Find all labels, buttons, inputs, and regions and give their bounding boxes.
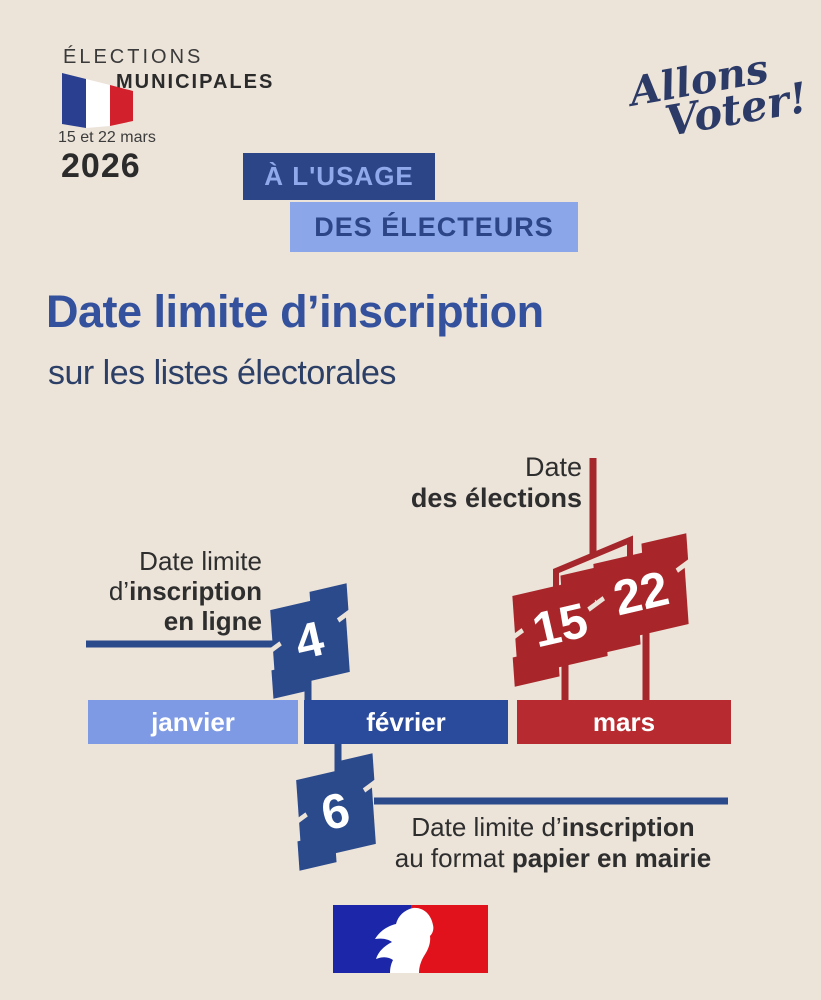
marianne-logo-svg: [333, 905, 488, 973]
kicker-municipales: MUNICIPALES: [116, 71, 275, 93]
label-line: d’inscription: [109, 576, 262, 606]
label-bold: papier en mairie: [511, 843, 712, 873]
label-line: au format papier en mairie: [378, 843, 728, 874]
month-bar-janvier: janvier: [88, 700, 298, 744]
label-bold: inscription: [129, 576, 262, 606]
timeline-month-bar: janvier février mars: [88, 700, 731, 744]
french-flag-svg: [62, 73, 133, 128]
marker-day-number: 6: [316, 782, 356, 841]
label-election-dates: Date des élections: [411, 452, 582, 514]
label-line: Date: [524, 452, 582, 482]
marianne-government-logo: [333, 905, 488, 978]
label-line: Date limite: [139, 546, 262, 576]
kicker-elections: ÉLECTIONS: [63, 46, 204, 68]
marker-january-4: 4: [264, 593, 355, 689]
french-flag-icon: [62, 71, 134, 134]
election-dates-text: 15 et 22 mars: [58, 129, 156, 146]
page-subtitle: sur les listes électorales: [48, 354, 396, 392]
label-bold: inscription: [561, 812, 695, 842]
election-year: 2026: [61, 147, 141, 185]
label-online-deadline: Date limite d’inscription en ligne: [109, 546, 262, 636]
label-line: en ligne: [163, 606, 262, 636]
marker-day-number: 15: [527, 593, 593, 658]
marker-day-number: 22: [608, 561, 674, 626]
label-line: des élections: [410, 483, 582, 513]
page-title: Date limite d’inscription: [46, 286, 544, 337]
connector-elections-bracket: [553, 535, 633, 592]
usage-box-bottom: DES ÉLECTEURS: [290, 202, 578, 252]
marker-day-number: 4: [290, 611, 330, 670]
label-paper-deadline: Date limite d’inscription au format papi…: [378, 812, 728, 874]
marker-february-6: 6: [290, 763, 381, 861]
month-bar-fevrier: février: [304, 700, 508, 744]
label-light: Date limite d’: [411, 812, 562, 842]
usage-box-top: À L'USAGE: [243, 153, 435, 200]
label-line: Date limite d’inscription: [378, 812, 728, 843]
label-light: d’: [108, 576, 130, 606]
month-bar-mars: mars: [517, 700, 731, 744]
label-light: au format: [394, 843, 512, 873]
